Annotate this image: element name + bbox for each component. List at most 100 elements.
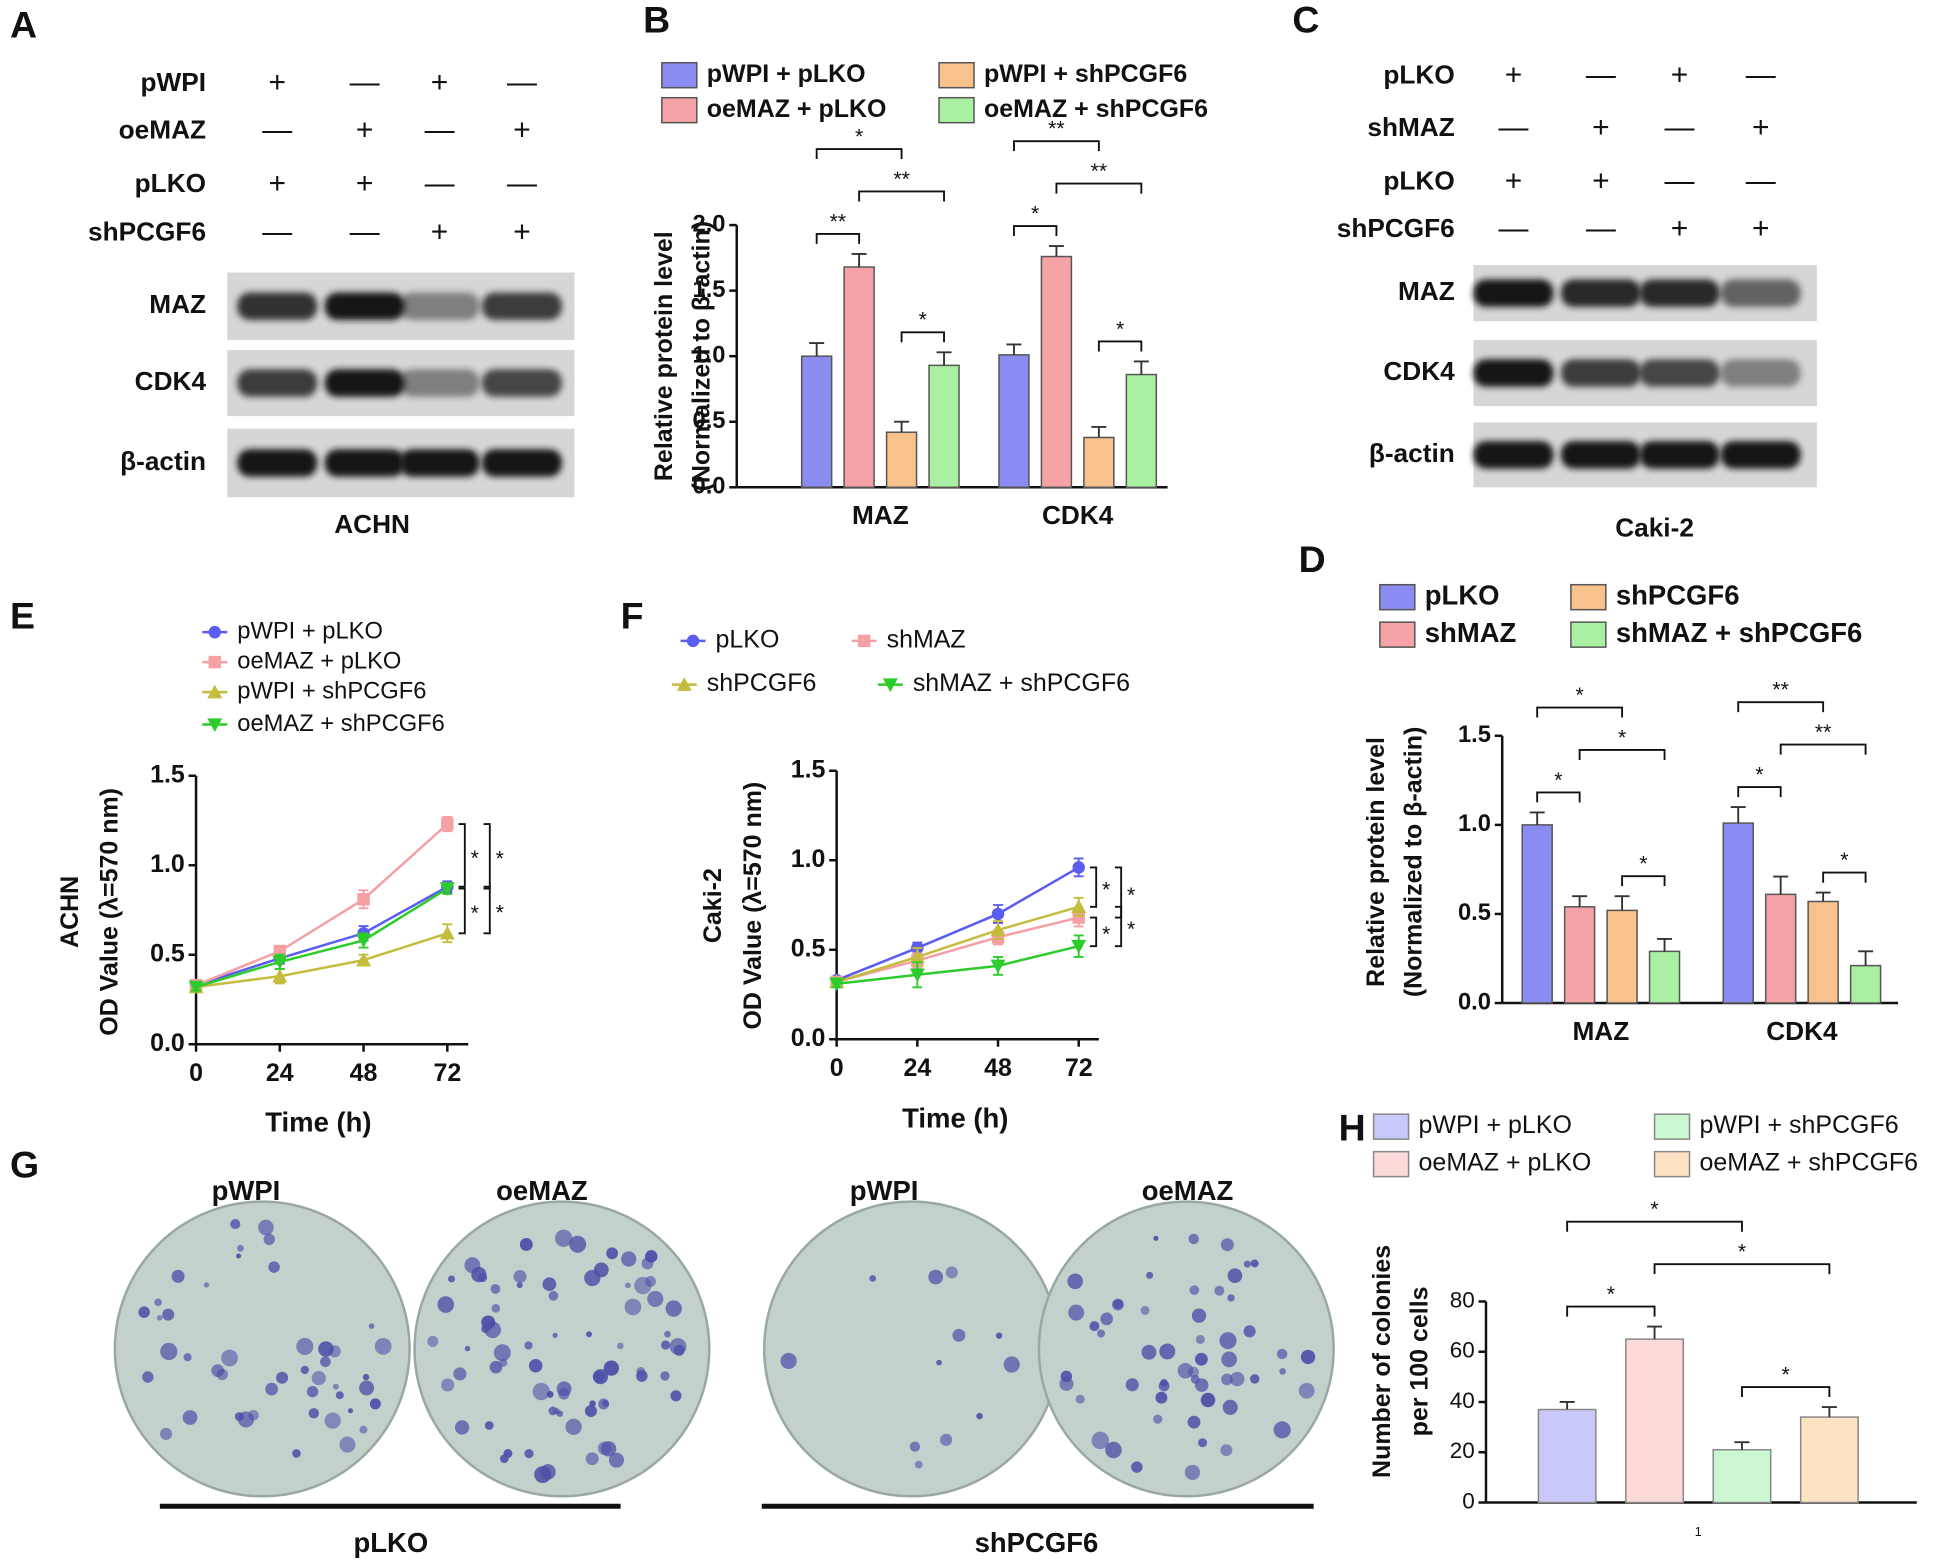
colony: [524, 1341, 533, 1350]
blot-band: [482, 292, 562, 320]
marker: [1071, 939, 1087, 954]
colony: [359, 1425, 368, 1434]
condition-sign: +: [1505, 58, 1522, 91]
y-tick-label: 0.0: [693, 474, 726, 500]
panel-letter: A: [10, 4, 37, 46]
significance-bracket: [1089, 866, 1098, 908]
error-bar: [1647, 1325, 1663, 1340]
colony: [548, 1291, 559, 1301]
error-bar: [851, 252, 867, 268]
significance-label: *: [1840, 849, 1848, 872]
colony: [1222, 1399, 1238, 1415]
legend-swatch: [1372, 1150, 1410, 1178]
colony: [1188, 1233, 1199, 1245]
bar: [1521, 824, 1553, 1004]
colony: [660, 1371, 670, 1381]
legend-label: oeMAZ + pLKO: [707, 95, 887, 123]
colony: [1097, 1329, 1106, 1338]
condition-sign: +: [513, 216, 531, 249]
colony: [1214, 1285, 1225, 1296]
legend-label: pWPI + pLKO: [237, 618, 383, 644]
colony: [608, 1452, 625, 1468]
colony: [230, 1219, 241, 1230]
condition-sign: +: [1592, 111, 1610, 144]
y-tick-label: 40: [1450, 1388, 1475, 1413]
colony: [160, 1427, 173, 1440]
condition-sign: —: [507, 66, 537, 99]
marker: [909, 949, 925, 964]
colony: [1184, 1464, 1201, 1481]
significance-label: *: [919, 309, 927, 332]
bar: [1722, 822, 1754, 1004]
condition-label: pLKO: [1383, 59, 1454, 89]
colony: [624, 1298, 642, 1316]
colony: [939, 1433, 953, 1446]
colony: [448, 1275, 456, 1283]
significance-label: *: [471, 847, 479, 870]
colony: [1075, 1394, 1085, 1404]
blot-band: [1560, 279, 1641, 307]
bar: [1849, 964, 1882, 1004]
panel-letter: D: [1299, 538, 1326, 580]
significance-label: *: [1650, 1198, 1658, 1221]
marker: [188, 980, 204, 995]
y-tick-label: 0.5: [693, 408, 726, 434]
marker: [272, 955, 288, 970]
legend-label: shMAZ: [887, 625, 966, 653]
significance-label: *: [1127, 918, 1135, 941]
marker: [857, 634, 871, 648]
colony: [1221, 1351, 1238, 1368]
colony: [1219, 1332, 1237, 1350]
colony: [1276, 1348, 1288, 1360]
significance-label: *: [496, 848, 504, 871]
error-bar: [1048, 245, 1064, 257]
colony: [1191, 1308, 1207, 1323]
significance-bracket: [458, 887, 466, 935]
y-axis-label: Relative protein level: [650, 231, 678, 481]
x-tick-label: 0: [189, 1059, 203, 1087]
colony: [362, 1373, 370, 1381]
colony: [603, 1360, 619, 1376]
blot-band: [1473, 441, 1554, 469]
x-tick-label: 0: [830, 1054, 844, 1082]
y-tick-label: 0.5: [1458, 900, 1491, 926]
blot-band: [1560, 441, 1641, 469]
legend-swatch: [1570, 583, 1607, 611]
colony: [1250, 1259, 1259, 1268]
colony: [524, 1449, 534, 1459]
colony: [503, 1449, 513, 1458]
colony: [306, 1385, 319, 1398]
legend-label: oeMAZ + shPCGF6: [237, 711, 445, 737]
colony: [489, 1360, 503, 1374]
marker: [272, 968, 288, 983]
bar: [998, 354, 1030, 489]
significance-label: *: [1618, 726, 1626, 749]
condition-sign: —: [1746, 165, 1776, 198]
significance-label: *: [1102, 923, 1110, 946]
significance-label: **: [1772, 679, 1789, 702]
significance-bracket: [458, 823, 466, 888]
series-line: [195, 823, 449, 987]
colony: [427, 1335, 439, 1347]
colony: [453, 1367, 467, 1381]
colony: [493, 1344, 511, 1362]
bar: [1083, 436, 1115, 489]
panel-letter: B: [643, 0, 670, 41]
colony: [1140, 1306, 1150, 1315]
legend-swatch: [1379, 583, 1416, 611]
bar: [1799, 1416, 1859, 1504]
x-tick-label: CDK4: [1042, 500, 1114, 530]
colony: [221, 1349, 238, 1367]
error-bar: [1006, 343, 1022, 355]
y-axis-label: Number of colonies: [1368, 1245, 1396, 1478]
culture-plate: [762, 1200, 1061, 1498]
colony: [1141, 1344, 1157, 1360]
colony: [634, 1276, 652, 1295]
colony: [1003, 1356, 1020, 1373]
y-tick-label: 80: [1450, 1287, 1475, 1312]
colony: [532, 1382, 551, 1401]
colony: [1300, 1349, 1316, 1365]
colony: [565, 1418, 582, 1435]
condition-sign: —: [425, 113, 455, 146]
legend-swatch: [1379, 621, 1416, 648]
